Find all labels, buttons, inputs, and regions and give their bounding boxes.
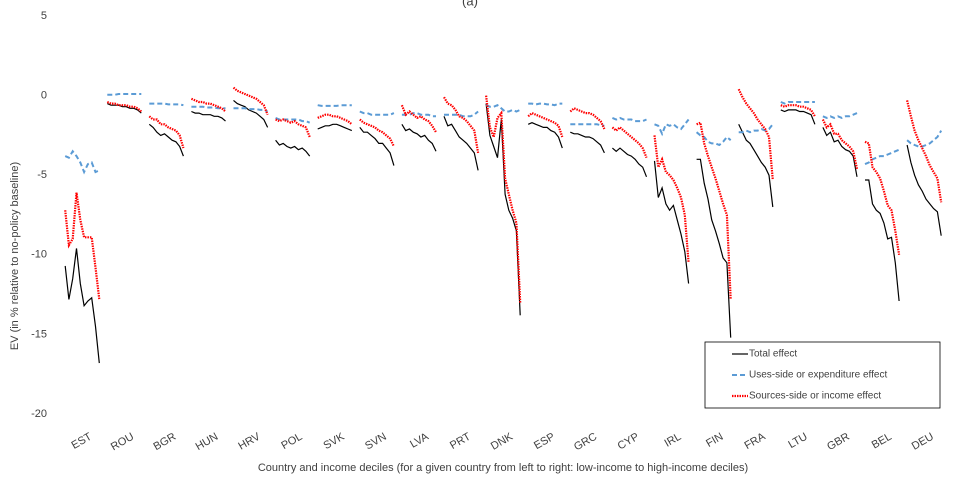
series-line <box>107 103 142 114</box>
x-tick-label: FRA <box>742 430 768 452</box>
series-line <box>822 112 858 119</box>
x-tick-label: HUN <box>194 431 221 453</box>
y-tick-label: 0 <box>41 90 47 102</box>
x-tick-label: ROU <box>109 431 136 454</box>
series-line <box>275 116 311 124</box>
series-line <box>821 119 859 170</box>
series-line <box>233 107 268 113</box>
series-line <box>864 148 900 166</box>
series-line <box>317 104 352 107</box>
series-line <box>148 115 185 149</box>
x-tick-label: HRV <box>236 430 263 452</box>
series-line <box>780 104 816 117</box>
series-line <box>401 112 436 118</box>
series-line <box>317 123 353 132</box>
series-line <box>738 123 774 134</box>
y-tick-label: -10 <box>31 249 47 261</box>
series-line <box>612 147 648 178</box>
x-tick-label: GBR <box>825 431 852 453</box>
series-line <box>485 95 522 303</box>
x-axis-label: Country and income deciles (for a given … <box>258 462 748 474</box>
series-line <box>400 104 437 133</box>
series-line <box>106 100 143 113</box>
series-line <box>611 125 648 159</box>
y-tick-label: -15 <box>31 328 47 340</box>
x-tick-label: DNK <box>489 430 516 452</box>
x-tick-label: IRL <box>663 431 684 450</box>
series-line <box>527 122 563 149</box>
series-line <box>865 179 900 302</box>
x-tick-label: BGR <box>152 431 179 453</box>
series-line <box>233 99 269 128</box>
series-line <box>317 113 353 126</box>
series-line <box>570 131 605 154</box>
series-line <box>696 158 732 338</box>
series-line <box>906 130 943 148</box>
y-axis-label: EV (in % relative to no-policy baseline) <box>9 162 21 350</box>
series-line <box>570 123 605 127</box>
y-tick-label: 5 <box>41 10 47 22</box>
x-tick-label: CYP <box>616 431 642 453</box>
x-tick-label: DEU <box>910 431 936 453</box>
chart-title: (a) <box>462 0 478 8</box>
x-tick-label: LVA <box>408 430 431 450</box>
y-tick-label: -20 <box>31 408 47 420</box>
series-line <box>569 107 606 130</box>
series-line <box>275 139 311 157</box>
series-line <box>401 123 437 152</box>
x-tick-label: SVK <box>322 430 348 452</box>
series-line <box>107 93 142 96</box>
series-line <box>695 131 732 147</box>
legend-label: Uses-side or expenditure effect <box>749 370 887 381</box>
series-line <box>654 118 690 137</box>
series-line <box>190 97 227 113</box>
series-line <box>653 160 690 284</box>
series-line <box>64 149 100 175</box>
x-tick-label: PRT <box>448 431 473 452</box>
series-line <box>359 118 395 147</box>
series-line <box>906 144 942 236</box>
series-line <box>444 110 479 118</box>
series-line <box>738 124 774 208</box>
series-line <box>485 104 521 113</box>
series-line <box>780 101 815 105</box>
series-line <box>653 135 690 263</box>
series-line <box>148 123 184 157</box>
series-line <box>612 116 647 123</box>
legend-label: Sources-side or income effect <box>749 391 881 402</box>
series-line <box>485 103 521 316</box>
x-tick-label: ESP <box>532 431 557 452</box>
x-tick-label: FIN <box>704 431 725 450</box>
x-tick-label: SVN <box>363 431 389 453</box>
series-line <box>359 127 395 166</box>
x-tick-label: EST <box>69 431 94 452</box>
x-tick-label: POL <box>279 431 304 452</box>
legend-label: Total effect <box>749 349 797 360</box>
series-line <box>527 111 564 138</box>
series-line <box>191 110 226 122</box>
series-line <box>232 86 269 116</box>
series-line <box>696 121 732 300</box>
y-tick-label: -5 <box>37 169 47 181</box>
series-line <box>149 102 184 107</box>
series-line <box>64 192 101 300</box>
x-tick-label: LTU <box>786 431 809 451</box>
series-line <box>528 102 563 107</box>
x-tick-label: GRC <box>572 431 599 454</box>
series-line <box>64 248 100 364</box>
series-line <box>737 88 774 181</box>
series-line <box>443 96 480 154</box>
series-line <box>359 110 395 116</box>
series-line <box>780 109 816 125</box>
series-line <box>822 127 858 177</box>
series-line <box>275 118 311 138</box>
series-line <box>443 116 479 171</box>
x-tick-label: BEL <box>870 431 894 452</box>
series-line <box>864 140 901 255</box>
series-line <box>906 100 943 203</box>
